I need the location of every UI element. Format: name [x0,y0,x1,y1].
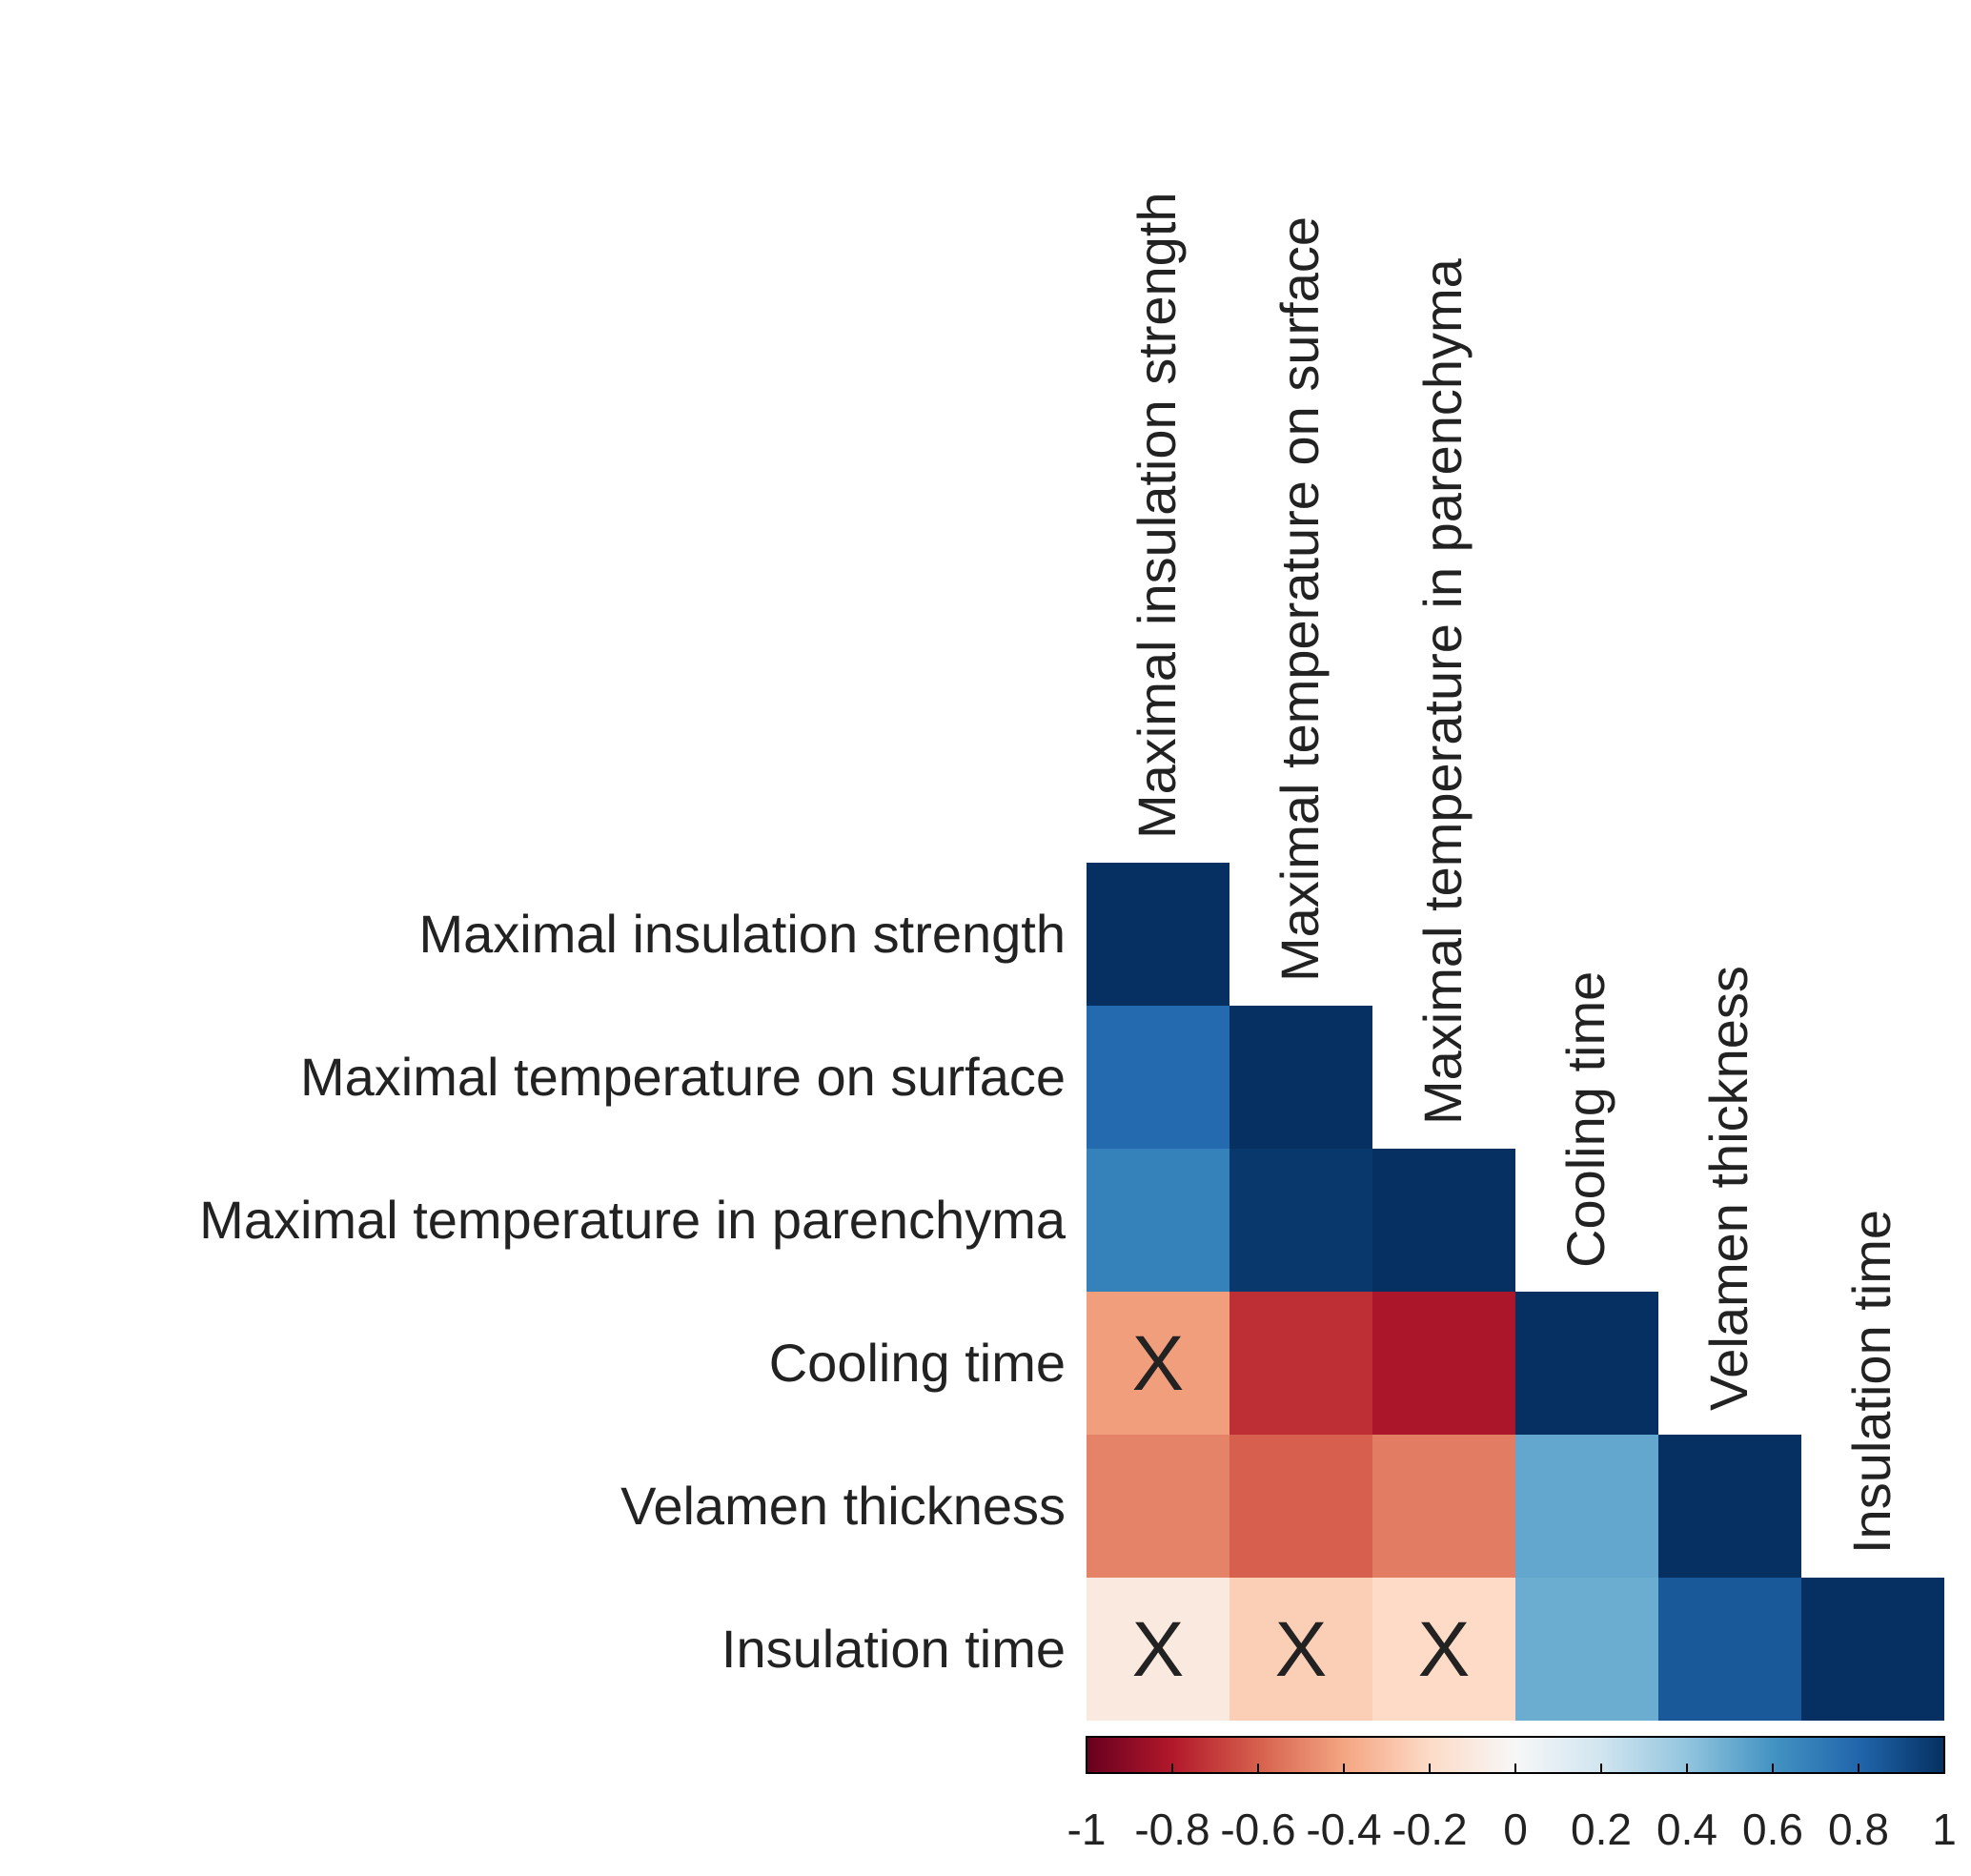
cell-velamen-thickness-vs-maximal-insulation-strength [1087,1435,1229,1578]
cell-maximal-insulation-strength-vs-maximal-insulation-strength [1087,863,1229,1006]
non-significant-marker: X [1418,1606,1471,1693]
column-labels: Maximal insulation strength Maximal tempe… [1127,192,1901,1554]
row-label-cooling-time: Cooling time [769,1333,1066,1393]
cell-insulation-time-vs-velamen-thickness [1658,1578,1801,1721]
column-label-maximal-temperature-in-parenchyma: Maximal temperature in parenchyma [1412,257,1473,1125]
cell-velamen-thickness-vs-maximal-temperature-on-surface [1229,1435,1372,1578]
colorbar-tick-label: -0.4 [1306,1805,1381,1854]
colorbar: -1 -0.8 -0.6 -0.4 -0.2 0 0.2 0.4 0.6 0.8 1 [1067,1736,1957,1854]
colorbar-tick-label: -0.8 [1134,1805,1209,1854]
row-label-maximal-insulation-strength: Maximal insulation strength [418,904,1066,964]
cell-maximal-temperature-in-parenchyma-vs-maximal-insulation-strength [1087,1149,1229,1292]
cell-maximal-temperature-on-surface-vs-maximal-temperature-on-surface [1229,1006,1372,1149]
colorbar-ticks [1086,1764,1945,1773]
cell-velamen-thickness-vs-velamen-thickness [1658,1435,1801,1578]
colorbar-tick-label: 0.8 [1828,1805,1889,1854]
column-label-maximal-temperature-on-surface: Maximal temperature on surface [1270,216,1330,982]
cell-maximal-temperature-on-surface-vs-maximal-insulation-strength [1087,1006,1229,1149]
colorbar-tick-labels: -1 -0.8 -0.6 -0.4 -0.2 0 0.2 0.4 0.6 0.8 1 [1067,1805,1957,1854]
non-significant-marker: X [1275,1606,1328,1693]
colorbar-tick-label: 0.4 [1656,1805,1717,1854]
cell-maximal-temperature-in-parenchyma-vs-maximal-temperature-in-parenchyma [1372,1149,1515,1292]
colorbar-tick-label: 0 [1503,1805,1528,1854]
cell-insulation-time-vs-maximal-temperature-on-surface [1229,1578,1372,1721]
heatmap-cells [1087,863,1944,1721]
cell-insulation-time-vs-maximal-temperature-in-parenchyma [1372,1578,1515,1721]
colorbar-tick-label: -1 [1067,1805,1107,1854]
cell-cooling-time-vs-maximal-temperature-in-parenchyma [1372,1292,1515,1435]
row-label-maximal-temperature-on-surface: Maximal temperature on surface [300,1047,1066,1107]
cell-cooling-time-vs-maximal-temperature-on-surface [1229,1292,1372,1435]
row-labels: Maximal insulation strength Maximal tempe… [199,904,1067,1679]
cell-insulation-time-vs-maximal-insulation-strength [1087,1578,1229,1721]
row-label-insulation-time: Insulation time [721,1619,1066,1679]
cell-velamen-thickness-vs-cooling-time [1515,1435,1658,1578]
non-significant-marker: X [1132,1320,1185,1407]
cell-velamen-thickness-vs-maximal-temperature-in-parenchyma [1372,1435,1515,1578]
cell-cooling-time-vs-maximal-insulation-strength [1087,1292,1229,1435]
cell-cooling-time-vs-cooling-time [1515,1292,1658,1435]
colorbar-tick-label: -0.2 [1392,1805,1467,1854]
column-label-insulation-time: Insulation time [1841,1210,1901,1554]
colorbar-tick-label: -0.6 [1220,1805,1295,1854]
colorbar-tick-label: 0.2 [1571,1805,1632,1854]
column-label-velamen-thickness: Velamen thickness [1698,966,1758,1411]
column-label-maximal-insulation-strength: Maximal insulation strength [1127,192,1187,839]
colorbar-tick-label: 0.6 [1742,1805,1803,1854]
cell-maximal-temperature-in-parenchyma-vs-maximal-temperature-on-surface [1229,1149,1372,1292]
column-label-cooling-time: Cooling time [1555,971,1615,1268]
cell-insulation-time-vs-cooling-time [1515,1578,1658,1721]
cell-insulation-time-vs-insulation-time [1801,1578,1944,1721]
row-label-maximal-temperature-in-parenchyma: Maximal temperature in parenchyma [199,1190,1067,1250]
non-significant-marker: X [1132,1606,1185,1693]
row-label-velamen-thickness: Velamen thickness [620,1476,1066,1536]
colorbar-tick-label: 1 [1932,1805,1957,1854]
non-significant-markers: X X X X [1132,1320,1471,1693]
